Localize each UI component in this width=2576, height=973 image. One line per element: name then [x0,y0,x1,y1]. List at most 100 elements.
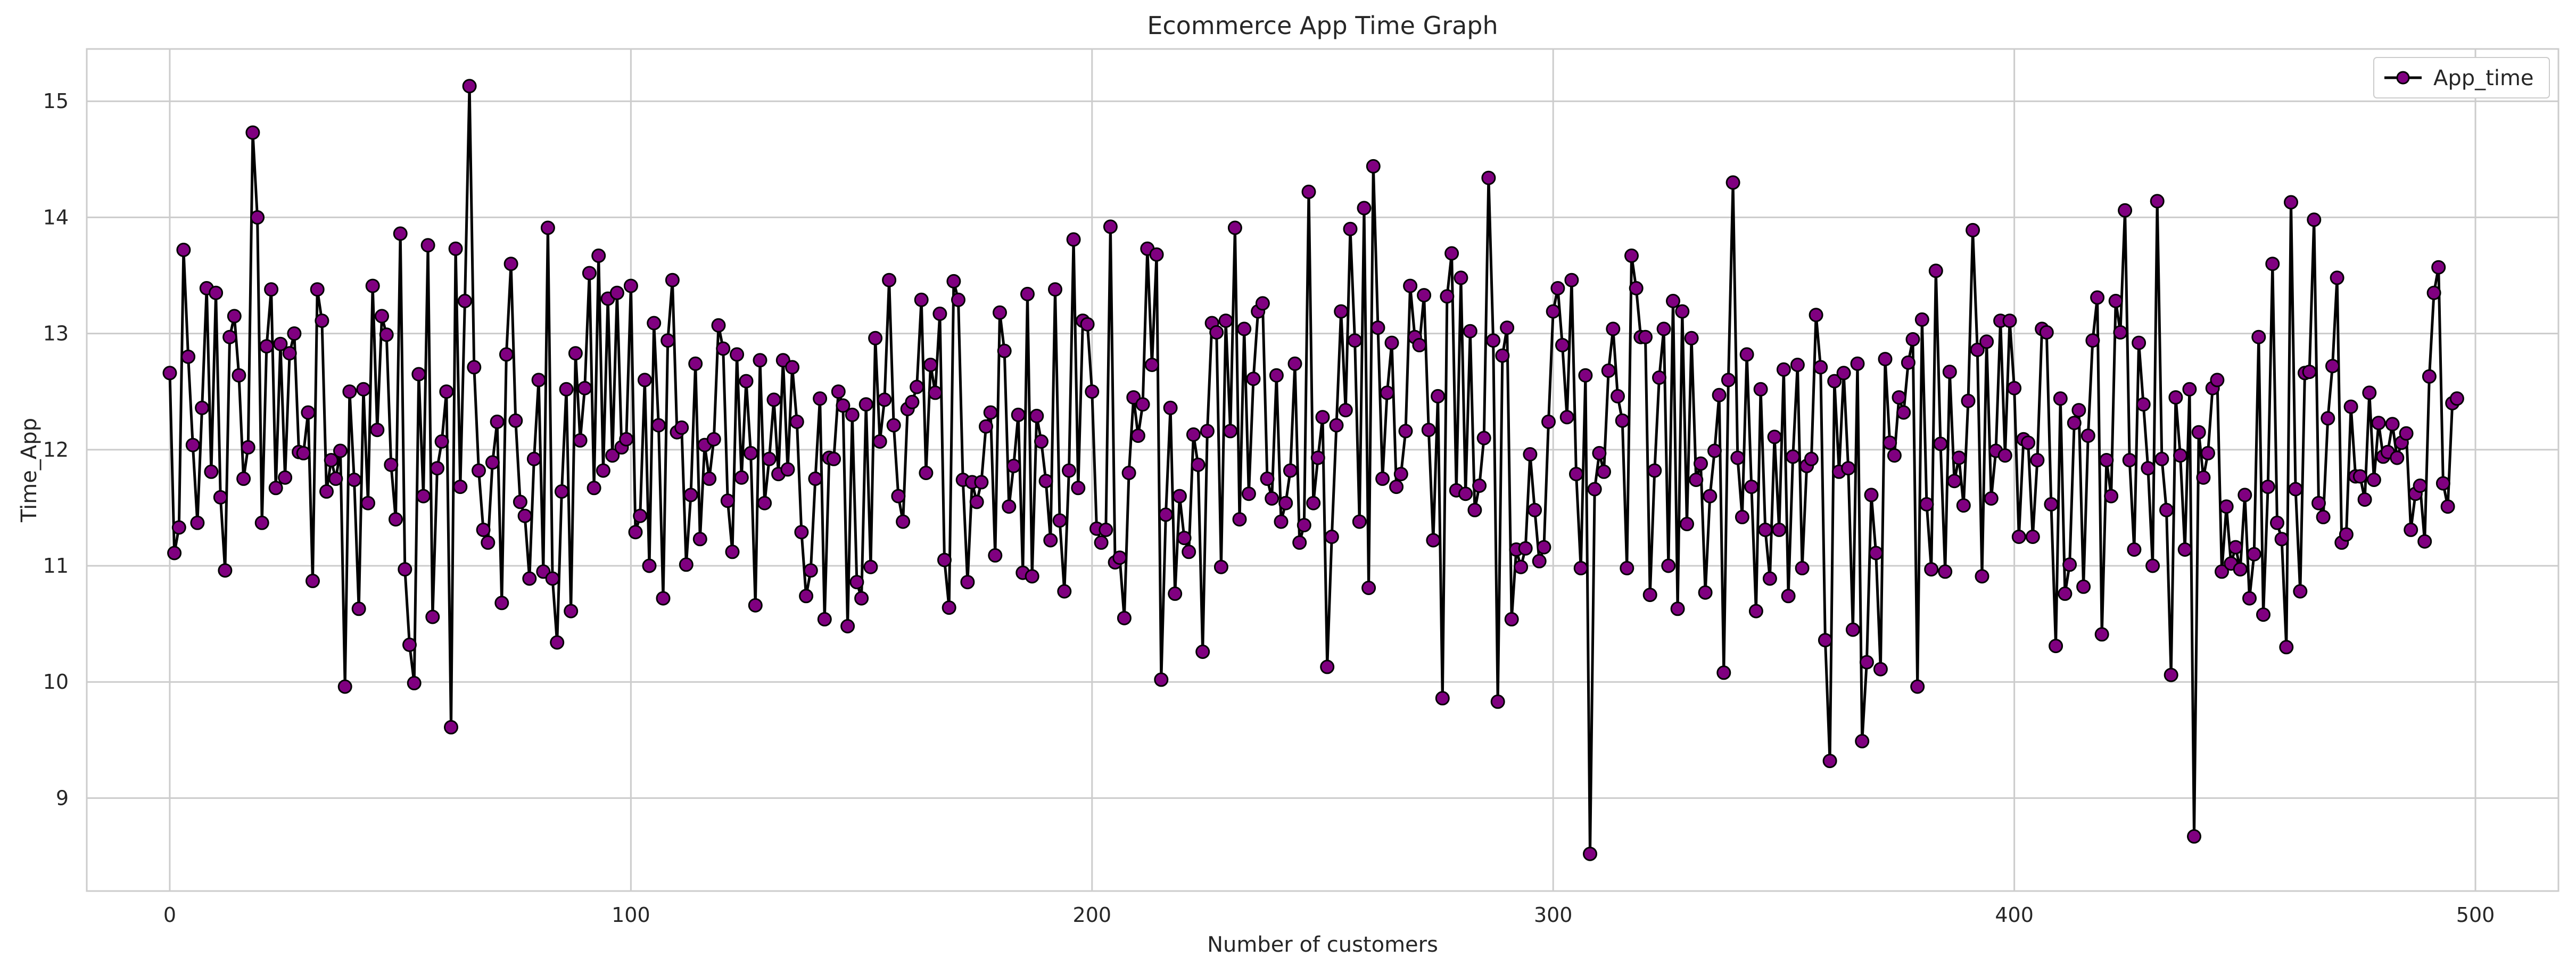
data-point-164 [919,466,934,480]
data-point-350 [1776,362,1791,377]
data-point-223 [1191,457,1206,472]
data-point-348 [1767,430,1782,444]
data-point-170 [946,274,961,288]
data-point-301 [1550,281,1565,295]
data-point-264 [1380,385,1394,400]
data-point-318 [1629,281,1644,295]
data-point-40 [347,473,361,487]
data-point-325 [1661,558,1676,573]
data-point-251 [1320,659,1335,674]
data-point-466 [2311,496,2326,510]
data-point-246 [1297,518,1311,533]
data-point-477 [2362,385,2377,400]
data-point-112 [679,557,693,572]
data-point-157 [886,418,901,433]
data-point-176 [974,475,989,490]
data-point-281 [1458,486,1473,501]
data-point-206 [1112,550,1127,565]
data-point-23 [268,481,283,496]
data-point-274 [1426,533,1441,548]
data-point-111 [674,420,689,435]
data-point-234 [1241,486,1256,501]
data-point-385 [1938,564,1953,579]
data-point-453 [2251,329,2266,344]
data-point-72 [494,596,509,611]
data-point-420 [2099,453,2114,467]
data-point-73 [499,347,514,362]
data-point-359 [1818,633,1832,648]
data-point-33 [315,314,329,328]
data-point-119 [711,318,726,333]
data-point-496 [2449,391,2464,406]
data-point-393 [1975,569,1989,584]
data-point-118 [706,432,721,447]
data-point-91 [582,266,597,281]
data-point-273 [1421,423,1436,438]
y-tick-label-14: 14 [43,205,69,229]
data-point-457 [2270,515,2284,530]
data-point-390 [1961,393,1976,408]
data-point-375 [1892,390,1906,405]
data-point-166 [928,385,943,400]
data-point-302 [1555,337,1570,352]
data-point-151 [858,397,873,412]
data-point-358 [1813,360,1828,375]
data-point-29 [296,446,311,460]
data-point-262 [1370,320,1385,335]
data-point-285 [1476,431,1491,446]
data-point-485 [2399,426,2414,441]
data-point-449 [2233,562,2248,577]
data-point-383 [1928,263,1943,278]
data-point-237 [1255,296,1270,311]
data-point-94 [596,463,610,478]
data-point-48 [384,457,399,472]
data-point-7 [195,400,210,415]
data-point-387 [1947,474,1962,489]
data-point-451 [2242,591,2257,606]
data-point-433 [2159,502,2174,517]
data-point-101 [628,525,643,540]
data-point-109 [665,273,680,287]
data-point-327 [1670,601,1685,616]
data-point-338 [1721,373,1736,387]
data-point-416 [2080,428,2095,443]
data-point-60 [439,384,454,399]
data-point-315 [1615,413,1630,428]
data-point-445 [2215,564,2229,579]
data-point-123 [730,347,745,362]
data-point-257 [1348,333,1363,348]
data-point-389 [1956,498,1971,513]
data-point-55 [416,489,431,504]
data-point-142 [817,612,832,626]
data-point-224 [1195,645,1210,659]
data-point-266 [1389,480,1404,494]
data-point-144 [827,451,841,466]
y-tick-label-10: 10 [43,670,69,694]
data-point-293 [1514,559,1529,574]
data-point-149 [849,575,864,590]
data-point-134 [780,462,795,477]
data-point-75 [508,413,523,428]
data-point-290 [1500,320,1515,335]
data-point-45 [370,423,385,438]
data-point-275 [1431,389,1446,403]
data-point-90 [577,381,592,395]
data-point-215 [1154,672,1169,687]
data-point-200 [1085,384,1100,399]
data-point-352 [1786,449,1801,464]
data-point-241 [1274,514,1289,529]
data-point-341 [1735,509,1749,524]
data-point-256 [1343,221,1358,236]
data-point-464 [2302,365,2317,380]
data-point-229 [1218,314,1233,328]
data-point-428 [2136,397,2151,412]
data-point-436 [2173,448,2187,463]
data-point-26 [282,346,297,361]
data-point-129 [757,496,772,510]
data-point-452 [2247,547,2261,562]
data-point-271 [1412,337,1427,352]
data-point-277 [1440,289,1455,304]
data-point-228 [1213,559,1228,574]
data-point-304 [1564,273,1579,287]
data-point-413 [2067,416,2082,431]
